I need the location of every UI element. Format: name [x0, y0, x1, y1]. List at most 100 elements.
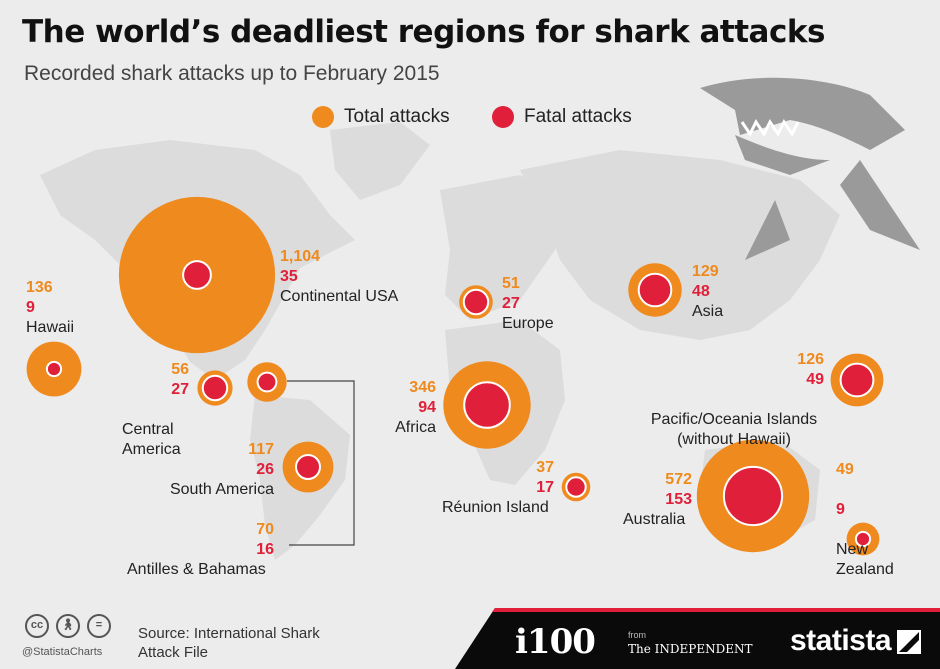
statista-logo-icon	[897, 630, 921, 654]
i100-logo: i100	[515, 622, 596, 662]
total-value: 37	[536, 459, 554, 476]
label-australia-name: Australia	[623, 510, 685, 530]
fatal-bubble-hawaii	[45, 360, 63, 378]
footer-band-shape	[455, 608, 940, 669]
label-new-zealand: 49 9 New Zealand	[836, 440, 894, 600]
region-name: Central America	[122, 421, 181, 458]
legend-fatal-label: Fatal attacks	[524, 106, 632, 127]
fatal-bubble-r-union-island	[565, 476, 587, 498]
from-text: from	[628, 630, 646, 640]
region-name: Australia	[623, 511, 686, 528]
source-text: Source: International Shark Attack File	[138, 624, 320, 662]
total-value: 126	[797, 351, 824, 368]
label-hawaii: 136 9 Hawaii	[26, 278, 74, 338]
label-antilles-name: Antilles & Bahamas	[127, 560, 266, 580]
label-central-america-name: Central America	[122, 400, 181, 480]
total-value: 129	[692, 263, 719, 280]
fatal-value: 48	[692, 283, 710, 300]
region-name: Hawaii	[26, 319, 75, 336]
no-derivatives-icon: =	[87, 614, 111, 638]
shark-jaw-shape	[735, 135, 830, 175]
label-europe: 51 27 Europe	[502, 274, 554, 334]
label-asia: 129 48 Asia	[692, 262, 723, 322]
label-australia-values: 572 153	[640, 470, 692, 510]
legend-fatal-swatch	[492, 106, 514, 128]
attribution-icon: 🚶︎	[56, 614, 80, 638]
europe-shape	[440, 175, 560, 320]
fatal-bubble-pacific-oceania-islands-without-hawaii	[839, 362, 875, 398]
bubble-layer	[26, 196, 884, 556]
fatal-value: 26	[256, 461, 274, 478]
label-pacific-name: Pacific/Oceania Islands (without Hawaii)	[636, 390, 832, 470]
statista-handle: @StatistaCharts	[22, 646, 103, 658]
label-antilles-values: 70 16	[200, 520, 274, 560]
greenland-shape	[330, 122, 430, 200]
fatal-value: 16	[256, 541, 274, 558]
fatal-bubble-south-america	[295, 454, 321, 480]
total-value: 51	[502, 275, 520, 292]
legend-total-swatch	[312, 106, 334, 128]
total-value: 572	[665, 471, 692, 488]
label-reunion-values: 37 17	[500, 458, 554, 498]
label-africa: 346 94 Africa	[386, 378, 436, 438]
fatal-value: 27	[502, 295, 520, 312]
region-name: Pacific/Oceania Islands (without Hawaii)	[650, 411, 818, 448]
shark-head-shape	[700, 77, 905, 150]
fatal-bubble-africa	[463, 381, 511, 429]
fatal-bubble-continental-usa	[182, 260, 212, 290]
statista-logo: statista	[790, 624, 892, 657]
asia-shape	[520, 150, 840, 340]
fatal-value: 17	[536, 479, 554, 496]
fatal-bubble-antilles-bahamas	[256, 371, 278, 393]
fatal-value: 153	[665, 491, 692, 508]
label-central-america-values: 56 27	[124, 360, 189, 400]
label-south-america: 117 26 South America	[160, 440, 274, 500]
label-reunion-name: Réunion Island	[442, 498, 549, 518]
antilles-connector	[287, 380, 355, 546]
total-value: 346	[409, 379, 436, 396]
legend-total-label: Total attacks	[344, 106, 450, 127]
total-value: 70	[256, 521, 274, 538]
fatal-bubble-australia	[722, 465, 784, 527]
fatal-bubble-asia	[637, 272, 673, 308]
shark-fin-lower-shape	[745, 200, 790, 260]
shark-fin-shape	[840, 160, 920, 250]
label-continental-usa: 1,104 35 Continental USA	[280, 247, 398, 307]
fatal-value: 94	[418, 399, 436, 416]
fatal-bubble-new-zealand	[854, 530, 872, 548]
region-name: Asia	[692, 303, 724, 320]
fatal-value: 9	[836, 501, 845, 518]
fatal-bubble-europe	[462, 288, 490, 316]
chart-subtitle: Recorded shark attacks up to February 20…	[24, 62, 440, 85]
fatal-bubble-central-america	[201, 374, 229, 402]
cc-license-icon: cc	[25, 614, 49, 638]
region-name: New Zealand	[836, 541, 894, 578]
legend-total: Total attacks	[312, 106, 450, 128]
total-value: 117	[248, 441, 274, 458]
shark-teeth-shape	[740, 119, 800, 137]
region-name: Africa	[395, 419, 436, 436]
footer-accent-stripe	[492, 608, 940, 612]
fatal-value: 9	[26, 299, 35, 316]
source-line-1: Source: International Shark	[138, 625, 320, 642]
independent-logo: The INDEPENDENT	[628, 642, 753, 656]
region-name: Réunion Island	[442, 499, 549, 516]
legend-fatal: Fatal attacks	[492, 106, 632, 128]
chart-title: The world’s deadliest regions for shark …	[22, 14, 825, 50]
fatal-value: 49	[806, 371, 824, 388]
fatal-value: 27	[171, 381, 189, 398]
region-name: Continental USA	[280, 288, 399, 305]
region-name: Antilles & Bahamas	[127, 561, 266, 578]
total-value: 136	[26, 279, 53, 296]
region-name: Europe	[502, 315, 554, 332]
total-value: 49	[836, 461, 854, 478]
total-value: 56	[171, 361, 189, 378]
total-value: 1,104	[280, 248, 321, 265]
source-line-2: Attack File	[138, 644, 209, 661]
label-pacific-values: 126 49	[770, 350, 824, 390]
fatal-value: 35	[280, 268, 298, 285]
shark-illustration	[700, 77, 920, 260]
